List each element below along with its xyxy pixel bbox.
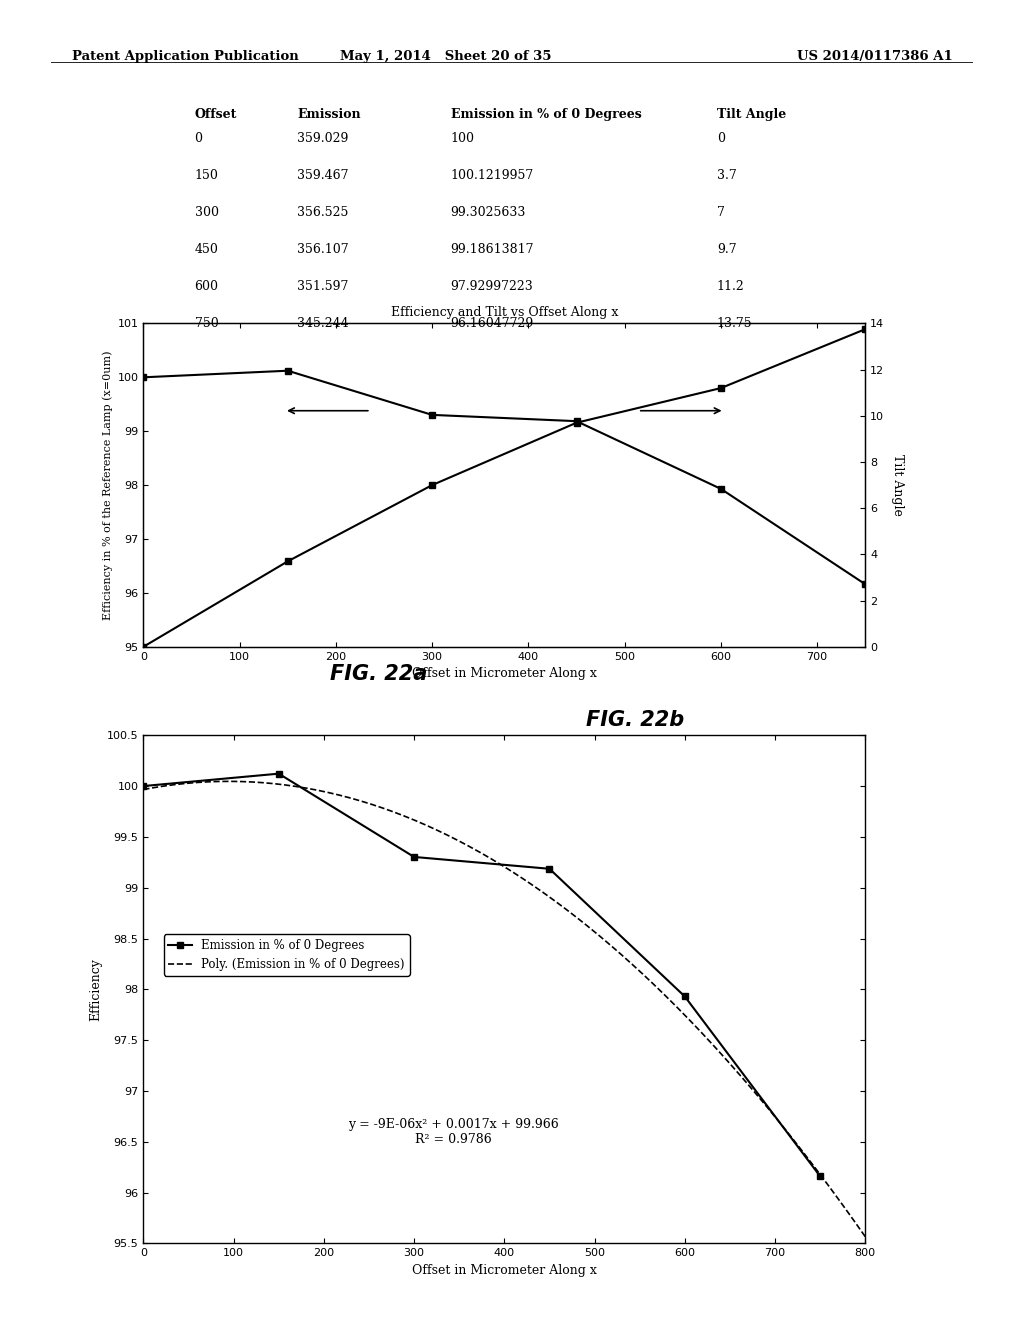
Text: Tilt Angle: Tilt Angle <box>717 108 786 121</box>
Text: 356.107: 356.107 <box>297 243 348 256</box>
Poly. (Emission in % of 0 Degrees) <box>374 800 386 816</box>
Text: 100: 100 <box>451 132 474 145</box>
Text: 0: 0 <box>195 132 203 145</box>
Text: 99.18613817: 99.18613817 <box>451 243 535 256</box>
Text: 359.467: 359.467 <box>297 169 348 182</box>
Text: 600: 600 <box>195 280 218 293</box>
Text: 450: 450 <box>195 243 218 256</box>
Text: May 1, 2014   Sheet 20 of 35: May 1, 2014 Sheet 20 of 35 <box>340 50 551 63</box>
Poly. (Emission in % of 0 Degrees) <box>425 820 437 836</box>
Poly. (Emission in % of 0 Degrees) <box>593 928 605 944</box>
Text: 359.029: 359.029 <box>297 132 348 145</box>
Poly. (Emission in % of 0 Degrees) <box>137 781 150 797</box>
Poly. (Emission in % of 0 Degrees) <box>660 989 673 1005</box>
Text: 97.92997223: 97.92997223 <box>451 280 534 293</box>
Text: 3.7: 3.7 <box>717 169 736 182</box>
Text: 11.2: 11.2 <box>717 280 744 293</box>
Text: Emission in % of 0 Degrees: Emission in % of 0 Degrees <box>451 108 641 121</box>
Text: 0: 0 <box>717 132 725 145</box>
Y-axis label: Efficiency in % of the Reference Lamp (x=0um): Efficiency in % of the Reference Lamp (x… <box>102 350 114 620</box>
Legend: Emission in % of 0 Degrees, Poly. (Emission in % of 0 Degrees): Emission in % of 0 Degrees, Poly. (Emiss… <box>164 935 410 975</box>
Text: US 2014/0117386 A1: US 2014/0117386 A1 <box>797 50 952 63</box>
Text: Patent Application Publication: Patent Application Publication <box>72 50 298 63</box>
Text: 13.75: 13.75 <box>717 317 753 330</box>
Poly. (Emission in % of 0 Degrees) <box>859 1229 871 1245</box>
Text: 9.7: 9.7 <box>717 243 736 256</box>
Text: Emission: Emission <box>297 108 360 121</box>
Emission in % of 0 Degrees <box>272 766 285 781</box>
Text: 100.1219957: 100.1219957 <box>451 169 534 182</box>
Emission in % of 0 Degrees <box>137 779 150 795</box>
Text: FIG. 22b: FIG. 22b <box>586 710 684 730</box>
Text: y = -9E-06x² + 0.0017x + 99.966
R² = 0.9786: y = -9E-06x² + 0.0017x + 99.966 R² = 0.9… <box>348 1118 559 1146</box>
Y-axis label: Tilt Angle: Tilt Angle <box>891 454 904 516</box>
Poly. (Emission in % of 0 Degrees) <box>664 993 676 1008</box>
Text: 356.525: 356.525 <box>297 206 348 219</box>
Emission in % of 0 Degrees <box>814 1168 826 1184</box>
Poly. (Emission in % of 0 Degrees) <box>226 774 239 789</box>
Text: 96.16047729: 96.16047729 <box>451 317 534 330</box>
Text: 750: 750 <box>195 317 218 330</box>
Text: Offset: Offset <box>195 108 237 121</box>
Emission in % of 0 Degrees <box>544 861 556 876</box>
Text: 7: 7 <box>717 206 725 219</box>
Text: 300: 300 <box>195 206 218 219</box>
Line: Emission in % of 0 Degrees: Emission in % of 0 Degrees <box>140 770 823 1180</box>
Poly. (Emission in % of 0 Degrees) <box>222 774 234 789</box>
Text: 351.597: 351.597 <box>297 280 348 293</box>
Title: Efficiency and Tilt vs Offset Along x: Efficiency and Tilt vs Offset Along x <box>390 306 618 319</box>
Emission in % of 0 Degrees <box>679 989 691 1005</box>
X-axis label: Offset in Micrometer Along x: Offset in Micrometer Along x <box>412 1263 597 1276</box>
Line: Poly. (Emission in % of 0 Degrees): Poly. (Emission in % of 0 Degrees) <box>143 781 865 1237</box>
Y-axis label: Efficiency: Efficiency <box>90 958 102 1020</box>
X-axis label: Offset in Micrometer Along x: Offset in Micrometer Along x <box>412 667 597 680</box>
Text: 150: 150 <box>195 169 218 182</box>
Emission in % of 0 Degrees <box>408 849 420 865</box>
Text: FIG. 22a: FIG. 22a <box>330 664 428 684</box>
Text: 99.3025633: 99.3025633 <box>451 206 526 219</box>
Text: 345.244: 345.244 <box>297 317 348 330</box>
